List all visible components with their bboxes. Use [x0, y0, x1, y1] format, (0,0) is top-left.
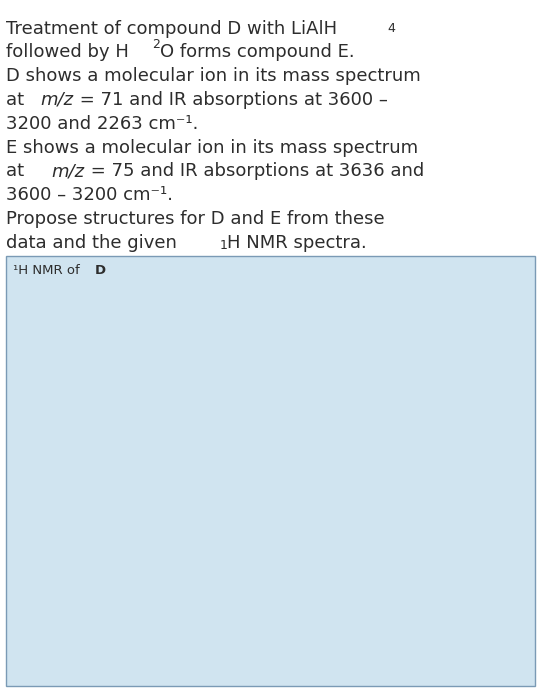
- Text: D shows a molecular ion in its mass spectrum: D shows a molecular ion in its mass spec…: [6, 67, 421, 85]
- Text: D: D: [95, 264, 106, 277]
- Text: m/z: m/z: [51, 162, 84, 181]
- Text: 1 H: 1 H: [323, 428, 348, 443]
- Text: 1: 1: [219, 239, 227, 253]
- Text: 2 H: 2 H: [177, 339, 202, 354]
- Text: 4: 4: [387, 22, 395, 36]
- Text: = 75 and IR absorptions at 3636 and: = 75 and IR absorptions at 3636 and: [85, 162, 424, 181]
- Text: data and the given: data and the given: [6, 234, 183, 252]
- X-axis label: ppm: ppm: [267, 669, 304, 685]
- Text: H NMR spectra.: H NMR spectra.: [227, 234, 367, 252]
- Text: at: at: [6, 162, 36, 181]
- Bar: [6, 256, 535, 686]
- Text: = 71 and IR absorptions at 3600 –: = 71 and IR absorptions at 3600 –: [74, 91, 387, 109]
- Text: E shows a molecular ion in its mass spectrum: E shows a molecular ion in its mass spec…: [6, 139, 419, 157]
- Text: 2 H: 2 H: [387, 339, 412, 354]
- Text: followed by H: followed by H: [6, 43, 129, 62]
- Text: Propose structures for D and E from these: Propose structures for D and E from thes…: [6, 210, 385, 228]
- Text: 3600 – 3200 cm⁻¹.: 3600 – 3200 cm⁻¹.: [6, 186, 174, 204]
- Text: O forms compound E.: O forms compound E.: [160, 43, 354, 62]
- Text: m/z: m/z: [40, 91, 73, 109]
- Text: at: at: [6, 91, 30, 109]
- Text: 3200 and 2263 cm⁻¹.: 3200 and 2263 cm⁻¹.: [6, 115, 199, 133]
- Text: Treatment of compound D with LiAlH: Treatment of compound D with LiAlH: [6, 20, 338, 38]
- Text: ¹H NMR of: ¹H NMR of: [13, 264, 84, 277]
- Text: 2: 2: [152, 38, 160, 51]
